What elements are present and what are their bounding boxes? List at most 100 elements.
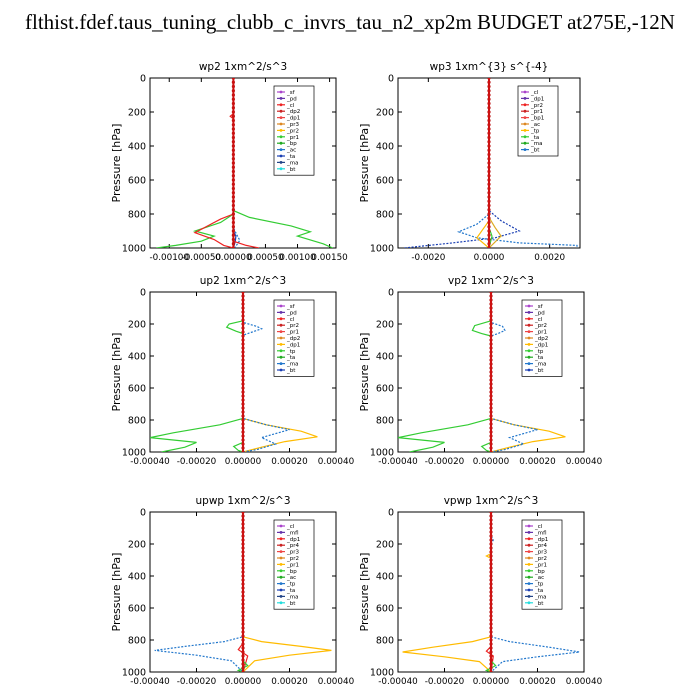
legend-entry: _bp	[286, 141, 297, 147]
legend-marker	[527, 336, 531, 340]
legend-entry: _dp1	[530, 96, 544, 102]
legend-entry: _ac	[286, 575, 296, 581]
x-tick-label: 0.00050	[247, 253, 284, 263]
legend-entry: _cl	[534, 317, 543, 323]
legend-marker	[523, 90, 527, 94]
y-axis-label: Pressure [hPa]	[358, 124, 371, 203]
x-tick-label: 0.00040	[318, 677, 355, 687]
legend-marker	[279, 97, 283, 100]
legend-marker	[279, 317, 283, 321]
x-tick-label: 0.00020	[271, 457, 308, 467]
legend-marker	[523, 141, 527, 145]
y-tick-label: 1000	[122, 244, 146, 255]
legend-entry: _ac	[534, 575, 544, 581]
legend-marker	[279, 141, 283, 145]
legend-entry: _dp1	[286, 342, 300, 348]
y-tick-label: 800	[376, 636, 394, 647]
legend-entry: _mfl	[286, 530, 299, 536]
legend-entry: _cl	[286, 103, 295, 109]
chart-panel-1: wp2 1xm^2/s^3 Pressure [hPa] 0 200 400 600 800…	[110, 61, 348, 263]
y-tick-label: 200	[376, 108, 394, 119]
legend-marker	[279, 343, 283, 346]
y-tick-label: 400	[128, 352, 146, 363]
y-tick-label: 600	[128, 604, 146, 615]
chart-title: vp2 1xm^2/s^3	[448, 275, 534, 287]
legend-marker	[279, 569, 283, 573]
legend-marker	[279, 582, 283, 585]
y-tick-label: 800	[128, 210, 146, 221]
legend-marker	[279, 601, 283, 605]
legend-marker	[527, 323, 531, 327]
legend-entry: _bt	[530, 148, 540, 154]
legend-entry: _tp	[534, 349, 544, 355]
series-line-tp	[154, 512, 244, 672]
chart-title: vpwp 1xm^2/s^3	[444, 495, 539, 507]
legend-entry: _pr3	[286, 122, 300, 128]
legend-entry: _cl	[286, 317, 295, 323]
y-tick-label: 600	[376, 384, 394, 395]
legend-marker	[279, 330, 283, 333]
y-axis-label: Pressure [hPa]	[110, 553, 123, 632]
y-axis-label: Pressure [hPa]	[358, 553, 371, 632]
legend-entry: _bp1	[530, 116, 544, 122]
x-tick-label: -0.00040	[130, 457, 170, 467]
series-line-pr1	[402, 512, 492, 672]
legend-entry: _ma	[534, 594, 546, 600]
legend-entry: _pr1	[286, 562, 299, 568]
legend-marker	[527, 575, 531, 579]
legend-marker	[279, 550, 283, 553]
legend-entry: _sf	[534, 304, 544, 310]
x-tick-label: 0.00020	[519, 457, 556, 467]
y-tick-label: 400	[376, 352, 394, 363]
legend-marker	[527, 595, 531, 598]
y-tick-label: 200	[128, 540, 146, 551]
y-tick-label: 0	[388, 74, 394, 85]
legend-marker	[527, 343, 531, 346]
legend-marker	[523, 103, 527, 107]
legend-entry: _dp2	[534, 336, 548, 342]
x-tick-label: -0.00020	[177, 677, 217, 687]
y-tick-label: 400	[376, 142, 394, 153]
series-line-cl	[232, 78, 260, 248]
x-tick-label: -0.00020	[425, 677, 465, 687]
series-line-tp	[404, 78, 521, 248]
legend-entry: _pr2	[534, 323, 547, 329]
chart-panel-2: wp3 1xm^{3} s^{-4} Pressure [hPa] 0 200 400 6…	[358, 61, 581, 263]
legend-entry: _dp1	[534, 342, 548, 348]
series-line-pr2	[488, 78, 502, 248]
series-line-pr2	[232, 78, 334, 248]
legend-entry: _ta	[530, 135, 539, 141]
legend-marker	[279, 311, 283, 314]
legend-marker	[527, 543, 531, 547]
legend-entry: _pr1	[530, 109, 543, 115]
x-tick-label: 0.00000	[473, 677, 510, 687]
legend-entry: _ma	[534, 362, 546, 368]
legend-entry: _ta	[286, 355, 295, 361]
legend-marker	[279, 109, 283, 113]
legend-marker	[527, 582, 531, 585]
legend-entry: _cl	[286, 524, 295, 530]
legend-entry: _tp	[286, 582, 296, 588]
legend-marker	[279, 575, 283, 579]
y-tick-label: 0	[140, 288, 146, 299]
legend-entry: _dp2	[286, 109, 300, 115]
legend-marker	[279, 524, 283, 528]
legend-entry: _bt	[286, 167, 296, 173]
legend-marker	[279, 368, 283, 372]
legend-entry: _ta	[534, 588, 543, 594]
legend-entry: _pd	[534, 310, 545, 316]
legend-entry: _sf	[286, 90, 296, 96]
legend-entry: _ta	[286, 588, 295, 594]
legend-entry: _ma	[286, 160, 298, 166]
y-axis-label: Pressure [hPa]	[110, 333, 123, 412]
legend-marker	[527, 362, 531, 365]
chart-title: wp3 1xm^{3} s^{-4}	[430, 61, 549, 73]
y-tick-label: 800	[376, 210, 394, 221]
x-tick-label: 0.00000	[473, 457, 510, 467]
y-tick-label: 0	[140, 508, 146, 519]
legend-entry: _bp	[534, 569, 545, 575]
legend-marker	[279, 355, 283, 359]
legend-marker	[279, 323, 283, 327]
y-tick-label: 1000	[122, 448, 146, 459]
